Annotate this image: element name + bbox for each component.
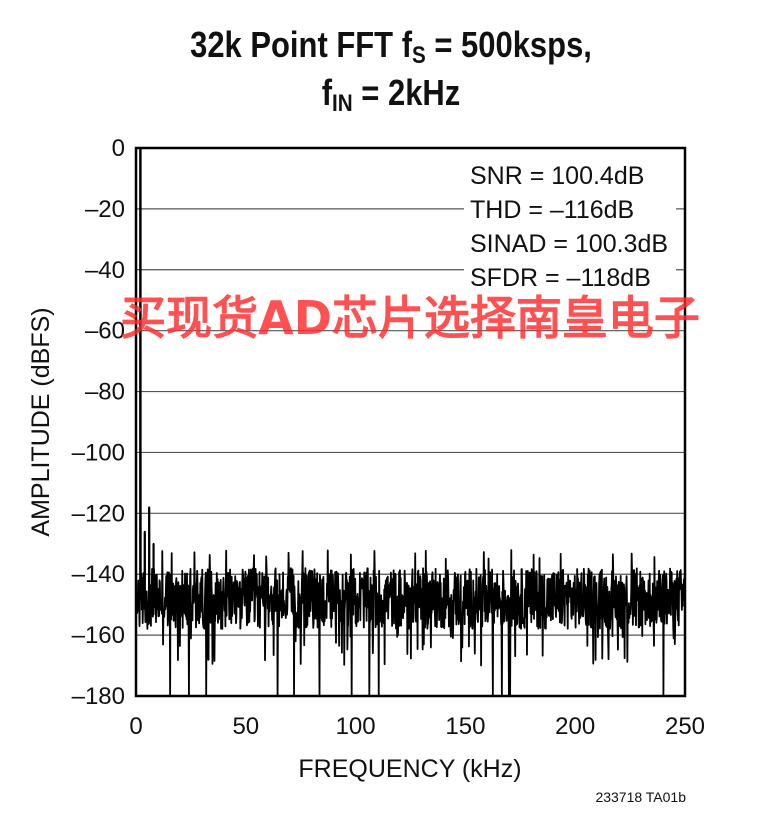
x-axis-ticks: 0 50 100 150 200 250 (129, 713, 705, 740)
x-tick-label: 150 (445, 713, 485, 740)
stat-sinad: SINAD = 100.3dB (470, 230, 668, 258)
x-tick-label: 100 (336, 713, 376, 740)
x-tick-label: 0 (129, 713, 142, 740)
y-tick-label: –100 (72, 439, 125, 466)
stat-sfdr: SFDR = –118dB (470, 264, 651, 292)
y-axis-label: AMPLITUDE (dBFS) (27, 307, 55, 536)
y-tick-label: –20 (85, 196, 125, 223)
y-tick-label: –40 (85, 257, 125, 284)
stat-thd: THD = –116dB (470, 196, 634, 224)
y-tick-label: –80 (85, 379, 125, 406)
x-tick-label: 50 (232, 713, 259, 740)
x-axis-label: FREQUENCY (kHz) (298, 755, 521, 783)
y-tick-label: –140 (72, 561, 125, 588)
y-axis-ticks: 0 –20 –40 –60 –80 –100 –120 –140 –160 –180 (72, 135, 125, 710)
watermark-text: 买现货AD芯片选择南皇电子 (120, 291, 700, 345)
y-tick-label: –60 (85, 318, 125, 345)
stat-snr: SNR = 100.4dB (470, 162, 644, 190)
figure-id: 233718 TA01b (595, 789, 686, 805)
y-tick-label: –180 (72, 683, 125, 710)
y-tick-label: 0 (112, 135, 125, 162)
y-tick-label: –120 (72, 500, 125, 527)
x-tick-label: 200 (555, 713, 595, 740)
x-tick-label: 250 (665, 713, 705, 740)
y-tick-label: –160 (72, 622, 125, 649)
